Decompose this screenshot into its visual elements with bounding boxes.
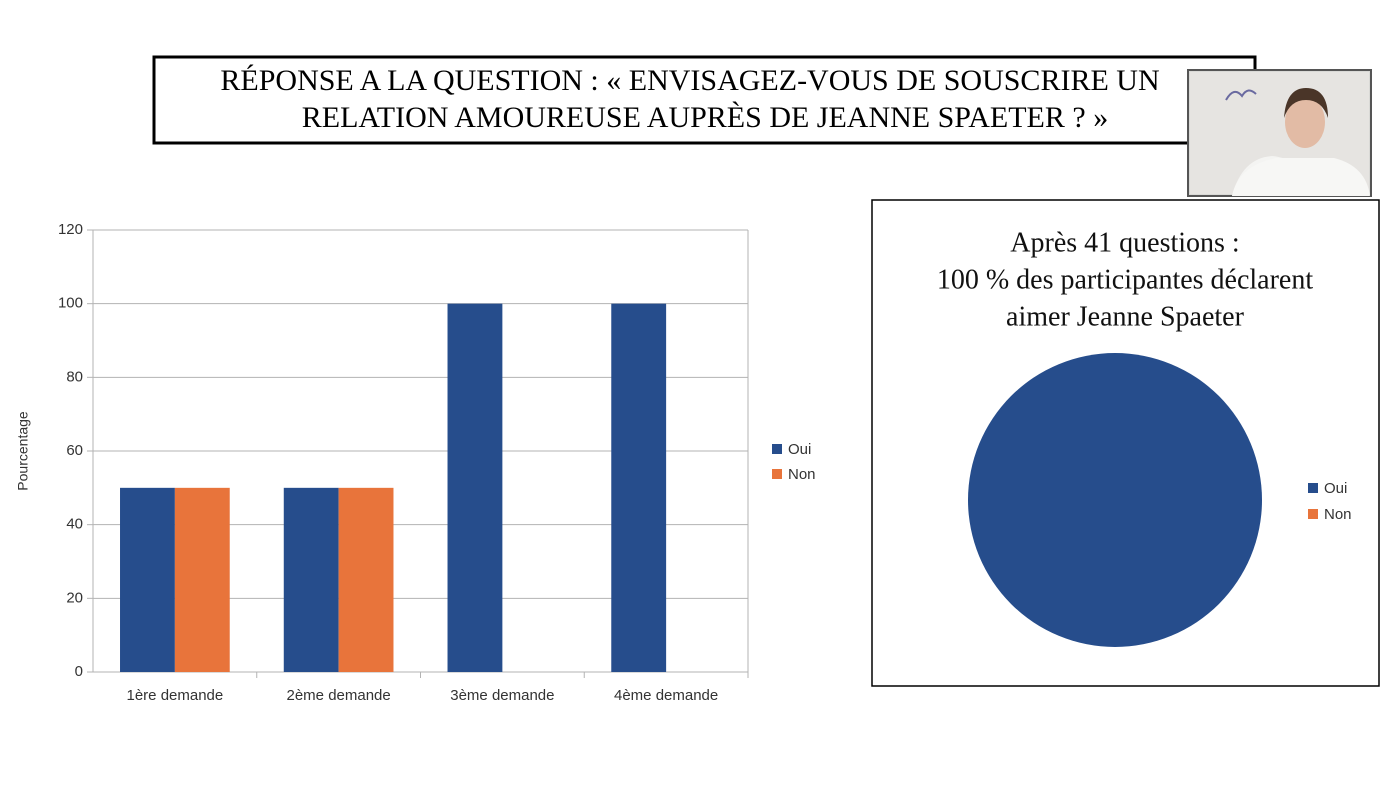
bar xyxy=(447,303,503,672)
webcam xyxy=(1187,69,1372,197)
y-tick-label: 60 xyxy=(66,442,83,459)
legend-label: Non xyxy=(788,466,816,483)
legend-swatch xyxy=(772,444,782,454)
bar xyxy=(120,487,175,672)
legend-swatch xyxy=(1308,483,1318,493)
pie-title-line: aimer Jeanne Spaeter xyxy=(1006,301,1245,332)
webcam-person-face xyxy=(1285,96,1325,148)
charts: 0 20 40 60 80 100 120 Pourcentage 1ère demande 2è… xyxy=(15,221,1352,704)
legend-label: Oui xyxy=(1324,480,1347,497)
bar xyxy=(338,487,394,672)
pie-title-line: 100 % des participantes déclarent xyxy=(937,264,1314,295)
y-tick-label: 20 xyxy=(66,589,83,606)
pie-slice xyxy=(968,353,1262,647)
slide-title-line: RÉPONSE A LA QUESTION : « ENVISAGEZ-VOUS… xyxy=(220,64,1159,97)
legend-label: Oui xyxy=(788,441,811,458)
webcam-logo xyxy=(1225,89,1257,101)
legend-swatch xyxy=(1308,509,1318,519)
x-tick-label: 1ère demande xyxy=(127,687,224,704)
y-tick-label: 120 xyxy=(58,221,83,238)
title-box xyxy=(152,55,1257,145)
y-tick-label: 80 xyxy=(66,368,83,385)
bar xyxy=(283,487,339,672)
webcam-person-hair xyxy=(1284,88,1328,118)
legend-swatch xyxy=(772,469,782,479)
y-axis-label: Pourcentage xyxy=(15,411,31,491)
pie-title-line: Après 41 questions : xyxy=(1010,227,1239,258)
bar xyxy=(611,303,667,672)
y-tick-label: 100 xyxy=(58,295,83,312)
x-tick-label: 3ème demande xyxy=(450,687,554,704)
x-tick-label: 2ème demande xyxy=(287,687,391,704)
bar xyxy=(174,487,230,672)
legend-label: Non xyxy=(1324,506,1352,523)
webcam-person-shirt xyxy=(1232,158,1370,196)
y-tick-label: 40 xyxy=(66,516,83,533)
slide-title-line: RELATION AMOUREUSE AUPRÈS DE JEANNE SPAE… xyxy=(302,101,1108,134)
x-tick-label: 4ème demande xyxy=(614,687,718,704)
y-tick-label: 0 xyxy=(75,663,83,680)
